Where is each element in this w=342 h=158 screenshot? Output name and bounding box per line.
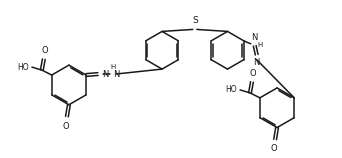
Text: N: N — [251, 33, 258, 42]
Text: N: N — [113, 70, 119, 79]
Text: HO: HO — [17, 63, 29, 72]
Text: HO: HO — [225, 85, 237, 94]
Text: O: O — [63, 122, 69, 131]
Text: S: S — [192, 16, 198, 25]
Text: N: N — [253, 58, 260, 67]
Text: O: O — [41, 46, 48, 55]
Text: H: H — [110, 64, 116, 70]
Text: O: O — [271, 144, 277, 153]
Text: H: H — [258, 42, 263, 48]
Text: O: O — [250, 69, 256, 78]
Text: N: N — [102, 70, 108, 79]
